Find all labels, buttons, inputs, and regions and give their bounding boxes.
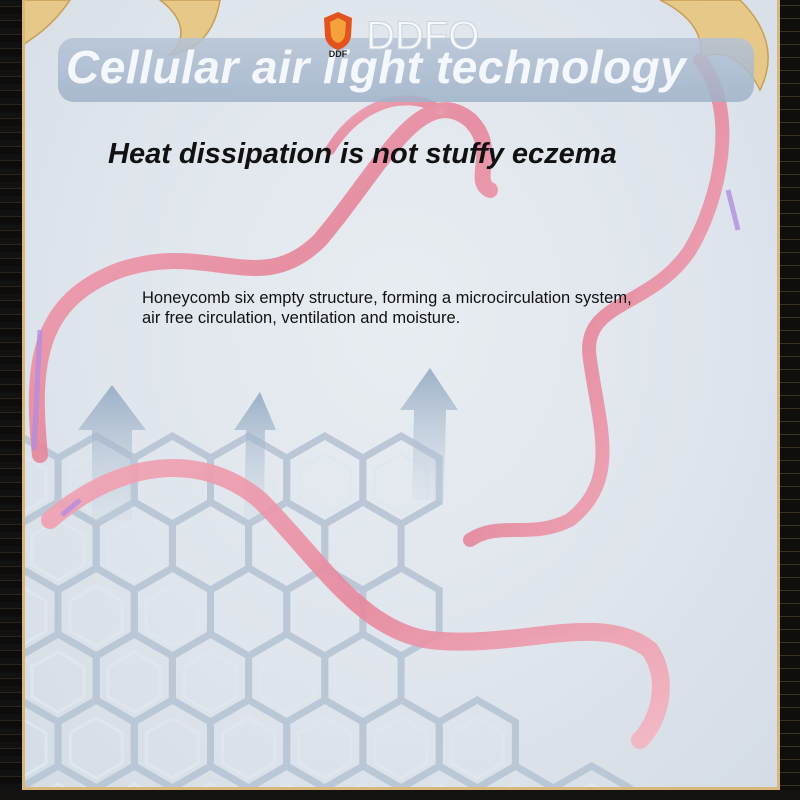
bottom-frame-border — [0, 790, 800, 800]
honeycomb-cell-inner — [335, 782, 391, 800]
honeycomb-cell — [397, 761, 481, 800]
honeycomb-cell — [92, 761, 176, 800]
honeycomb-cell-inner — [106, 650, 162, 714]
honeycomb-cell-inner — [373, 716, 429, 780]
honeycomb-cell — [321, 761, 405, 800]
ribbon-icon — [463, 53, 730, 547]
honeycomb-cell-inner — [297, 716, 353, 780]
honeycomb-cell-inner — [183, 650, 238, 714]
airflow-arrow-icon — [234, 392, 276, 520]
honeycomb-cell-inner — [30, 650, 86, 714]
honeycomb-cell-inner — [30, 782, 86, 800]
honeycomb-cell-inner — [259, 782, 315, 800]
honeycomb-cell-inner — [335, 650, 391, 714]
honeycomb-cell — [168, 761, 253, 800]
right-frame-border — [780, 0, 800, 800]
ribbon-icon — [41, 458, 670, 749]
honeycomb-cell-inner — [297, 584, 353, 648]
logo-text: DDF — [329, 49, 348, 58]
pink-ribbons — [28, 53, 730, 749]
ribbon-icon — [28, 102, 498, 463]
headline: Heat dissipation is not stuffy eczema — [108, 138, 617, 170]
honeycomb-cell — [16, 761, 100, 800]
description-text: Honeycomb six empty structure, forming a… — [142, 289, 632, 327]
honeycomb-cell-inner — [221, 716, 277, 780]
honeycomb-cell-inner — [411, 782, 467, 800]
honeycomb-cell-inner — [144, 452, 200, 516]
honeycomb-cell — [245, 761, 329, 800]
honeycomb-cell-inner — [449, 716, 505, 780]
honeycomb-cell-inner — [68, 716, 124, 780]
honeycomb-cell-inner — [221, 584, 277, 648]
airflow-arrow-icon — [400, 368, 458, 500]
honeycomb-cell-inner — [106, 518, 162, 582]
honeycomb-cell — [550, 761, 634, 800]
honeycomb-cell — [473, 761, 557, 800]
honeycomb-cell-inner — [487, 782, 543, 800]
left-frame-border — [0, 0, 22, 800]
honeycomb-cell-inner — [564, 782, 620, 800]
purple-ribbon-edges — [31, 189, 741, 517]
honeycomb-cell-inner — [106, 782, 162, 800]
honeycomb-cell-inner — [68, 584, 124, 648]
ribbon-icon — [325, 95, 445, 155]
honeycomb-cell-inner — [144, 584, 200, 648]
gold-inner-border — [22, 0, 780, 790]
honeycomb-cell-inner — [297, 452, 353, 516]
honeycomb-cell-inner — [183, 518, 238, 582]
brand-name: DDFO — [365, 14, 480, 59]
honeycomb-cell-inner — [144, 716, 200, 780]
honeycomb-cell-inner — [335, 518, 391, 582]
title-banner — [58, 38, 754, 102]
honeycomb-cell-inner — [259, 650, 315, 714]
brand-logo-icon: DDF — [324, 12, 352, 58]
honeycomb-cell-inner — [183, 782, 238, 800]
banner-title: Cellular air light technology — [66, 41, 687, 93]
